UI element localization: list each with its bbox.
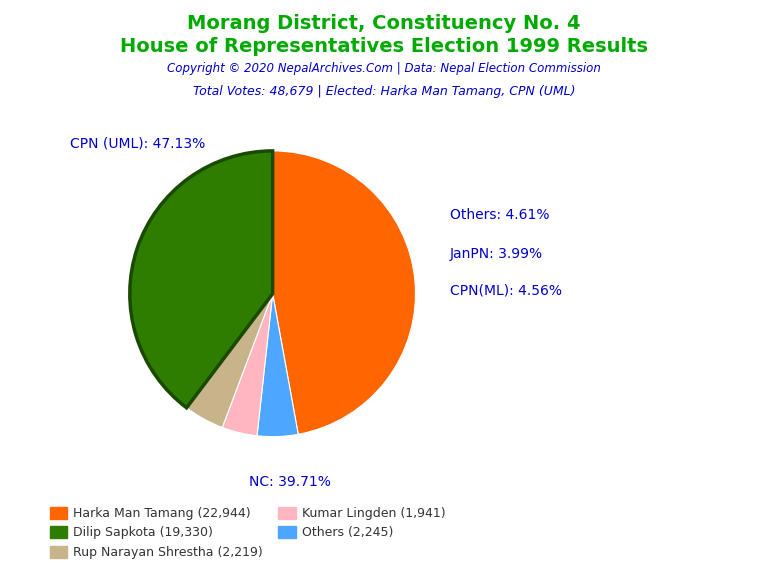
Wedge shape	[257, 294, 298, 437]
Wedge shape	[187, 294, 273, 427]
Text: CPN(ML): 4.56%: CPN(ML): 4.56%	[450, 284, 562, 298]
Text: Total Votes: 48,679 | Elected: Harka Man Tamang, CPN (UML): Total Votes: 48,679 | Elected: Harka Man…	[193, 85, 575, 98]
Wedge shape	[273, 151, 415, 434]
Text: Others: 4.61%: Others: 4.61%	[450, 208, 550, 222]
Wedge shape	[222, 294, 273, 436]
Wedge shape	[130, 151, 273, 408]
Text: JanPN: 3.99%: JanPN: 3.99%	[450, 247, 543, 261]
Legend: Harka Man Tamang (22,944), Dilip Sapkota (19,330), Rup Narayan Shrestha (2,219),: Harka Man Tamang (22,944), Dilip Sapkota…	[45, 502, 451, 564]
Text: NC: 39.71%: NC: 39.71%	[249, 475, 330, 490]
Text: Morang District, Constituency No. 4: Morang District, Constituency No. 4	[187, 14, 581, 33]
Text: House of Representatives Election 1999 Results: House of Representatives Election 1999 R…	[120, 37, 648, 56]
Text: CPN (UML): 47.13%: CPN (UML): 47.13%	[70, 137, 205, 151]
Text: Copyright © 2020 NepalArchives.Com | Data: Nepal Election Commission: Copyright © 2020 NepalArchives.Com | Dat…	[167, 62, 601, 75]
